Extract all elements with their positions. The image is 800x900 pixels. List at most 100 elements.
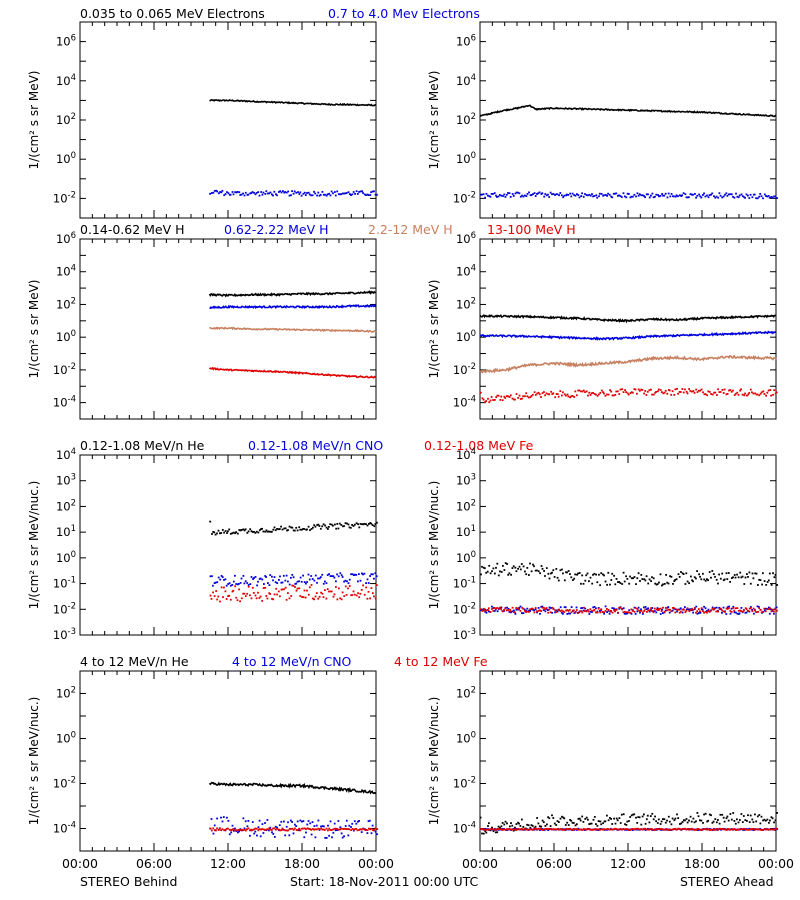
data-point	[745, 608, 748, 610]
data-point	[262, 530, 265, 533]
data-point	[630, 608, 633, 611]
data-point	[773, 195, 775, 198]
data-point	[244, 528, 247, 531]
data-point	[526, 823, 529, 826]
data-point	[562, 391, 564, 394]
data-point	[318, 525, 321, 527]
data-point	[738, 828, 741, 831]
data-point	[257, 531, 260, 534]
series-0-12-1-08-mev-n-he	[480, 562, 778, 587]
data-point	[344, 192, 347, 195]
data-point	[537, 607, 540, 609]
data-point	[224, 530, 227, 532]
data-point	[686, 607, 689, 610]
data-point	[583, 610, 586, 612]
data-point	[295, 582, 298, 585]
data-point	[343, 525, 345, 527]
data-point	[767, 828, 770, 831]
data-point	[728, 193, 730, 196]
data-point	[671, 390, 674, 393]
data-point	[711, 570, 714, 572]
data-point	[251, 191, 254, 193]
data-point	[512, 828, 515, 831]
data-point	[765, 584, 768, 586]
data-point	[701, 608, 704, 611]
data-point	[366, 829, 369, 832]
data-point	[597, 607, 600, 610]
data-point	[486, 194, 489, 197]
data-point	[222, 596, 224, 598]
data-point	[698, 829, 700, 831]
data-point	[562, 196, 565, 199]
data-point	[236, 599, 239, 602]
data-point	[540, 605, 543, 608]
data-point	[307, 573, 310, 576]
data-point	[302, 820, 305, 822]
data-point	[527, 396, 530, 399]
data-point	[507, 828, 510, 831]
data-point	[340, 827, 343, 830]
data-point	[239, 582, 242, 584]
data-point	[500, 828, 503, 830]
data-point	[233, 829, 235, 832]
data-point	[774, 608, 777, 611]
data-point	[239, 600, 241, 603]
data-point	[288, 583, 291, 586]
data-point	[711, 192, 714, 195]
data-point	[362, 584, 364, 587]
data-point	[520, 563, 523, 565]
series-line	[209, 326, 377, 334]
data-point	[702, 610, 704, 613]
data-point	[328, 590, 330, 593]
data-point	[613, 609, 615, 611]
data-point	[547, 572, 550, 575]
data-point	[692, 609, 695, 611]
data-point	[627, 193, 630, 195]
data-point	[271, 597, 273, 600]
data-point	[593, 606, 596, 608]
data-point	[754, 392, 757, 395]
data-point	[315, 828, 318, 831]
data-point	[294, 827, 296, 830]
data-point	[625, 611, 628, 614]
data-point	[551, 814, 553, 817]
data-point	[580, 390, 582, 393]
data-point	[636, 392, 638, 395]
data-point	[361, 523, 363, 526]
data-point	[607, 608, 610, 611]
data-point	[694, 607, 696, 609]
data-point	[328, 192, 330, 195]
data-point	[219, 191, 221, 193]
data-point	[740, 193, 743, 196]
data-point	[343, 827, 345, 830]
y-axis-label: 1/(cm² s sr MeV/nuc.)	[427, 481, 441, 610]
data-point	[306, 581, 308, 583]
data-point	[240, 597, 243, 600]
data-point	[584, 607, 587, 610]
footer-right-label: STEREO Ahead	[680, 874, 774, 889]
data-point	[663, 818, 666, 821]
data-point	[659, 607, 662, 610]
data-point	[555, 568, 558, 570]
data-point	[519, 605, 522, 608]
data-point	[274, 529, 277, 532]
data-point	[664, 821, 667, 824]
data-point	[635, 195, 637, 198]
data-point	[542, 609, 545, 611]
data-point	[535, 827, 537, 830]
data-point	[622, 607, 625, 610]
data-point	[655, 583, 658, 586]
data-point	[597, 820, 600, 822]
data-point	[677, 573, 680, 576]
data-point	[300, 580, 303, 583]
data-point	[774, 819, 777, 822]
data-point	[647, 193, 649, 196]
data-point	[272, 528, 275, 531]
data-point	[511, 567, 514, 569]
data-point	[238, 588, 240, 591]
data-point	[711, 393, 714, 396]
data-point	[567, 610, 570, 612]
data-point	[523, 608, 526, 611]
data-point	[299, 595, 302, 597]
data-point	[342, 192, 344, 195]
